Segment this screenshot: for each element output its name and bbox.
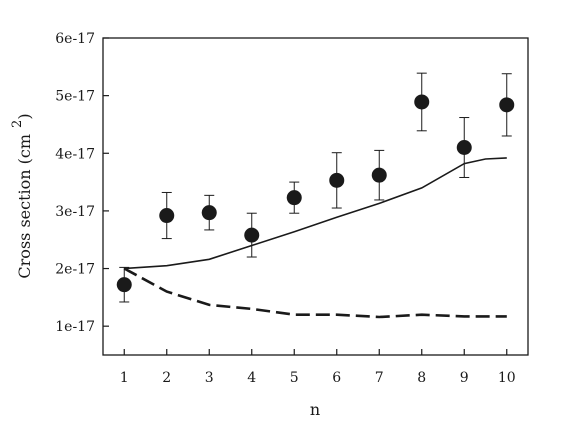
x-tick-label: 6: [332, 370, 341, 386]
data-point: [371, 167, 387, 183]
y-tick-label: 5e-17: [55, 89, 95, 105]
data-point: [414, 94, 430, 110]
dashed-series-line: [123, 267, 507, 319]
y-axis-ticks: 1e-17 2e-17 3e-17 4e-17 5e-17 6e-17: [55, 31, 109, 335]
x-tick-label: 3: [205, 370, 214, 386]
chart-points: [116, 72, 515, 303]
data-point: [329, 172, 345, 188]
y-axis-label: Cross section (cm 2): [10, 113, 34, 278]
x-tick-label: 10: [498, 370, 516, 386]
x-tick-label: 4: [247, 370, 256, 386]
x-axis-ticks: 1 2 3 4 5 6 7 8 9 10: [120, 349, 516, 386]
plot-frame: [102, 37, 529, 356]
data-point: [499, 97, 515, 113]
data-point: [286, 190, 302, 206]
svg-text:Cross section (cm2): Cross section (cm 2): [10, 113, 34, 278]
x-tick-label: 2: [162, 370, 171, 386]
x-tick-label: 5: [290, 370, 299, 386]
x-axis-label: n: [310, 400, 320, 419]
data-point: [159, 208, 175, 224]
data-point: [456, 140, 472, 156]
y-tick-label: 2e-17: [55, 262, 95, 278]
data-point: [244, 227, 260, 243]
x-tick-label: 1: [120, 370, 129, 386]
data-point: [201, 205, 217, 221]
x-tick-label: 7: [375, 370, 384, 386]
solid-series-line: [124, 157, 507, 270]
y-tick-label: 4e-17: [55, 146, 95, 162]
y-axis-label-superscript: 2: [10, 120, 25, 128]
x-tick-label: 8: [417, 370, 426, 386]
y-axis-label-close: ): [15, 113, 34, 119]
chart-lines: [123, 157, 507, 319]
y-tick-label: 3e-17: [55, 204, 95, 220]
y-tick-label: 1e-17: [55, 319, 95, 335]
y-axis-label-main: Cross section (cm: [15, 134, 34, 279]
x-tick-label: 9: [460, 370, 469, 386]
data-point: [116, 277, 132, 293]
y-tick-label: 6e-17: [55, 31, 95, 47]
